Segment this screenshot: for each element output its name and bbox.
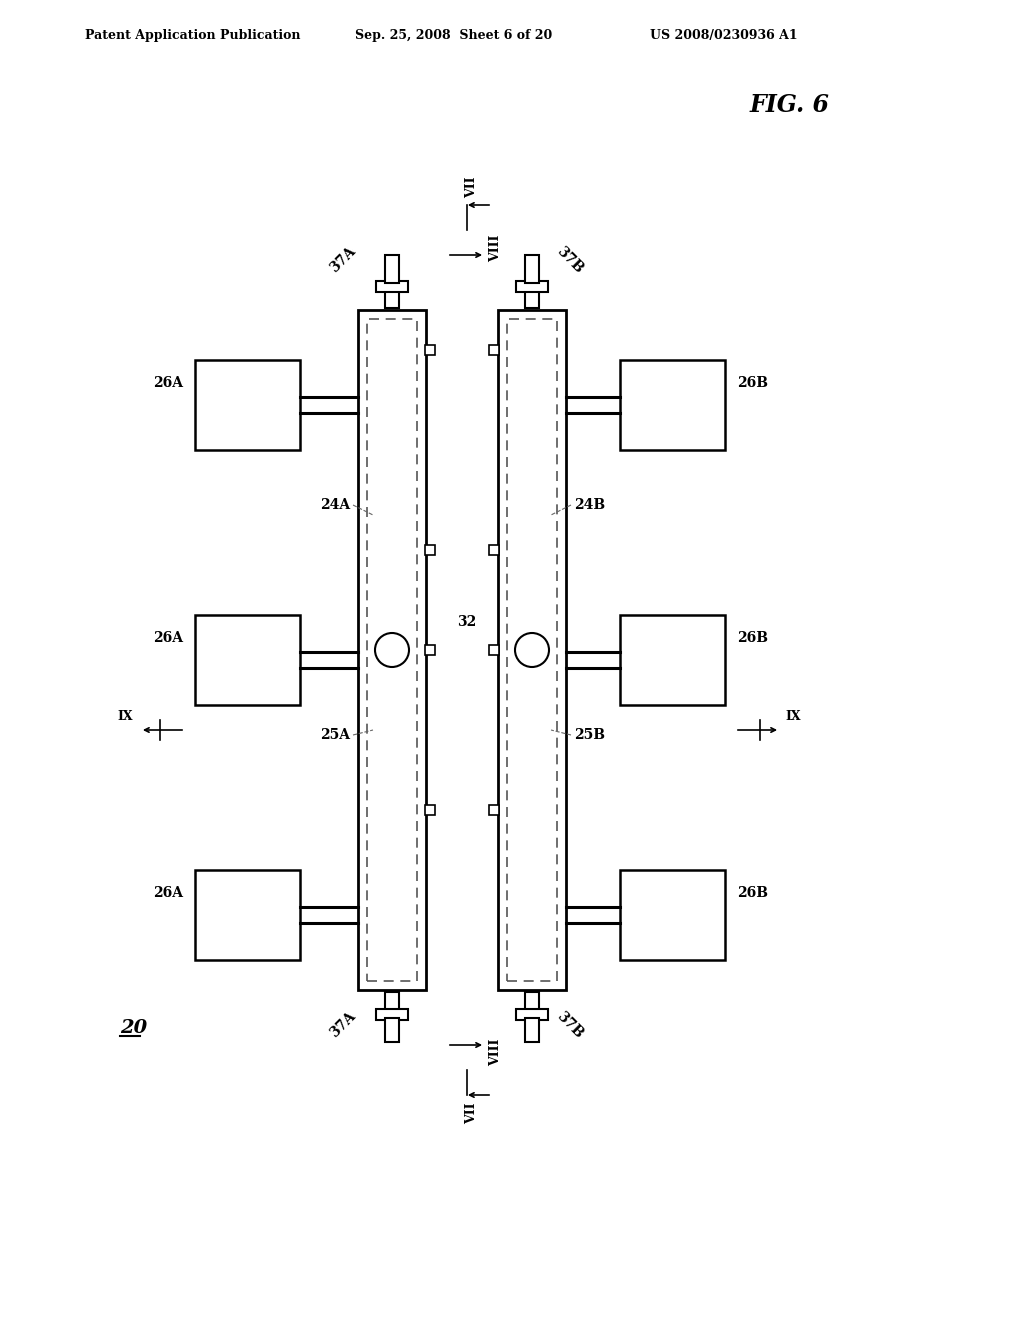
- Bar: [507, 319, 557, 981]
- Text: VIII: VIII: [489, 235, 502, 261]
- Bar: [620, 360, 725, 450]
- Bar: [516, 1008, 548, 1020]
- Bar: [425, 805, 435, 814]
- Bar: [489, 645, 499, 655]
- Bar: [425, 645, 435, 655]
- Bar: [367, 319, 417, 981]
- Text: IX: IX: [117, 710, 133, 723]
- Text: US 2008/0230936 A1: US 2008/0230936 A1: [650, 29, 798, 41]
- Text: 26A: 26A: [153, 631, 183, 645]
- Bar: [525, 993, 539, 1012]
- Circle shape: [375, 634, 409, 667]
- Text: IX: IX: [785, 710, 801, 723]
- Bar: [489, 805, 499, 814]
- Text: 26A: 26A: [153, 376, 183, 389]
- Text: 37B: 37B: [554, 1008, 586, 1041]
- Bar: [620, 870, 725, 960]
- Bar: [516, 281, 548, 292]
- Text: VII: VII: [466, 177, 478, 198]
- Bar: [385, 993, 399, 1012]
- Text: VIII: VIII: [489, 1039, 502, 1065]
- Bar: [385, 288, 399, 308]
- Bar: [195, 615, 300, 705]
- Text: VII: VII: [466, 1102, 478, 1123]
- Bar: [195, 360, 300, 450]
- Text: Patent Application Publication: Patent Application Publication: [85, 29, 300, 41]
- Text: 20: 20: [120, 1019, 147, 1038]
- Bar: [489, 345, 499, 355]
- Text: 37B: 37B: [554, 244, 586, 276]
- Bar: [525, 255, 539, 282]
- Text: 26B: 26B: [737, 886, 768, 900]
- Bar: [489, 545, 499, 554]
- Text: 25B: 25B: [574, 729, 605, 742]
- Bar: [525, 1018, 539, 1041]
- Bar: [425, 545, 435, 554]
- Bar: [376, 281, 408, 292]
- Bar: [195, 870, 300, 960]
- Text: 26A: 26A: [153, 886, 183, 900]
- Text: Sep. 25, 2008  Sheet 6 of 20: Sep. 25, 2008 Sheet 6 of 20: [355, 29, 552, 41]
- Bar: [425, 345, 435, 355]
- Text: 26B: 26B: [737, 376, 768, 389]
- Bar: [525, 288, 539, 308]
- Bar: [358, 310, 426, 990]
- Bar: [498, 310, 566, 990]
- Text: 32: 32: [457, 615, 476, 630]
- Bar: [385, 1018, 399, 1041]
- Text: 37A: 37A: [327, 244, 358, 276]
- Bar: [385, 255, 399, 282]
- Text: 26B: 26B: [737, 631, 768, 645]
- Text: 24A: 24A: [319, 498, 350, 512]
- Text: FIG. 6: FIG. 6: [750, 92, 830, 117]
- Text: 37A: 37A: [327, 1010, 358, 1040]
- Text: 24B: 24B: [574, 498, 605, 512]
- Circle shape: [515, 634, 549, 667]
- Bar: [620, 615, 725, 705]
- Text: 25A: 25A: [319, 729, 350, 742]
- Bar: [376, 1008, 408, 1020]
